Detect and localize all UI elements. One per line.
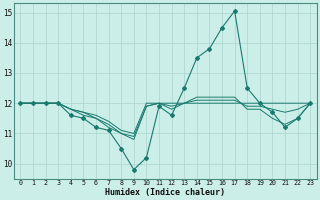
X-axis label: Humidex (Indice chaleur): Humidex (Indice chaleur)	[105, 188, 225, 197]
